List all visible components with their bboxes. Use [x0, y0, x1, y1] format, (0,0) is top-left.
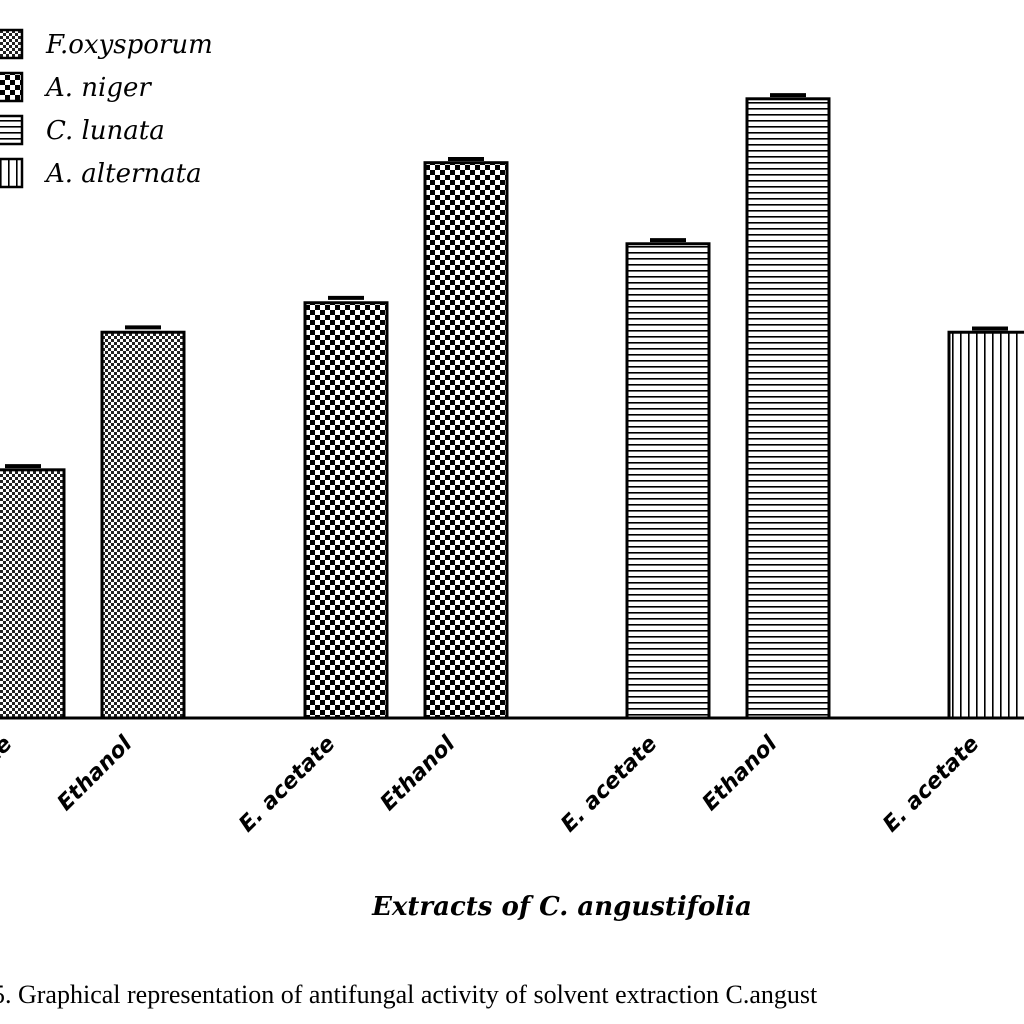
- bar-c-lunata-e-acetate: [625, 242, 711, 720]
- legend-label-a-alternata: A. alternata: [44, 159, 202, 189]
- bar-a-niger-ethanol: [423, 161, 509, 720]
- legend-swatch-c-lunata: [0, 114, 24, 146]
- x-tick-label: E. acetate: [234, 732, 340, 838]
- x-tick-label: E. acetate: [878, 732, 984, 838]
- x-axis-label: Extracts of C. angustifolia: [371, 892, 752, 922]
- x-tick-label: E. acetate: [0, 732, 17, 838]
- bar-a-niger-e-acetate: [303, 301, 389, 720]
- x-tick-label: E. acetate: [556, 732, 662, 838]
- legend-label-f-oxysporum: F.oxysporum: [45, 30, 213, 60]
- legend-label-c-lunata: C. lunata: [46, 116, 165, 146]
- legend-swatch-a-niger: [0, 71, 24, 103]
- x-tick-label: Ethanol: [376, 731, 461, 816]
- legend-swatch-f-oxysporum: [0, 28, 24, 60]
- bars-layer: [0, 93, 1024, 720]
- bar-a-alternata-e-acetate: [947, 330, 1024, 720]
- bar-c-lunata-ethanol: [745, 97, 831, 720]
- x-tick-label: Ethanol: [698, 731, 783, 816]
- legend-label-a-niger: A. niger: [44, 73, 152, 103]
- legend-swatch-a-alternata: [0, 157, 24, 189]
- bar-f-oxysporum-ethanol: [100, 330, 186, 720]
- x-tick-label: Ethanol: [1020, 731, 1024, 816]
- figure-caption: 5. Graphical representation of antifunga…: [0, 980, 818, 1009]
- x-tick-labels: E. acetate Ethanol E. acetate Ethanol E. ace…: [0, 731, 1024, 837]
- bar-f-oxysporum-e-acetate: [0, 468, 66, 720]
- x-tick-label: Ethanol: [53, 731, 138, 816]
- legend: F.oxysporum A. niger C. lunata A. alternata: [0, 28, 213, 189]
